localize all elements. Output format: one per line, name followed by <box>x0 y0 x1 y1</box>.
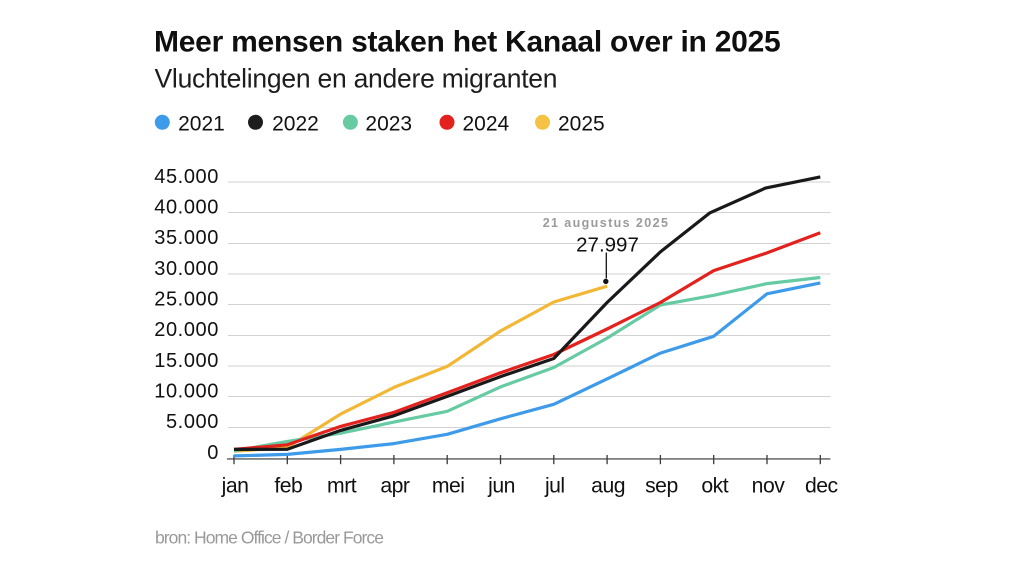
svg-text:45.000: 45.000 <box>154 166 219 188</box>
svg-text:mei: mei <box>432 475 465 498</box>
svg-text:2022: 2022 <box>272 113 319 136</box>
svg-text:aug: aug <box>591 475 625 498</box>
svg-text:5.000: 5.000 <box>166 411 219 433</box>
svg-text:40.000: 40.000 <box>154 197 219 219</box>
svg-text:Vluchtelingen en andere migran: Vluchtelingen en andere migranten <box>155 64 558 94</box>
svg-text:dec: dec <box>805 475 839 498</box>
svg-text:jul: jul <box>544 475 565 498</box>
svg-text:20.000: 20.000 <box>154 319 219 341</box>
svg-text:okt: okt <box>701 475 728 498</box>
svg-text:2021: 2021 <box>178 113 225 136</box>
svg-text:jun: jun <box>487 475 515 498</box>
svg-text:30.000: 30.000 <box>154 258 219 280</box>
svg-text:2023: 2023 <box>365 113 412 136</box>
svg-text:sep: sep <box>645 475 678 498</box>
svg-text:35.000: 35.000 <box>154 227 219 249</box>
svg-text:15.000: 15.000 <box>154 350 219 372</box>
svg-text:27.997: 27.997 <box>576 234 639 257</box>
svg-text:21 augustus 2025: 21 augustus 2025 <box>543 216 670 230</box>
svg-text:2024: 2024 <box>463 113 510 136</box>
svg-text:2025: 2025 <box>558 113 605 136</box>
svg-text:feb: feb <box>274 475 302 498</box>
svg-text:10.000: 10.000 <box>154 381 219 403</box>
svg-text:bron: Home Office / Border For: bron: Home Office / Border Force <box>155 528 383 548</box>
svg-text:jan: jan <box>221 475 249 498</box>
svg-text:apr: apr <box>380 475 410 498</box>
svg-text:Meer mensen staken het Kanaal: Meer mensen staken het Kanaal over in 20… <box>154 26 780 59</box>
svg-text:nov: nov <box>752 475 786 498</box>
svg-text:25.000: 25.000 <box>154 289 219 311</box>
svg-text:mrt: mrt <box>327 475 357 498</box>
svg-text:0: 0 <box>207 442 219 464</box>
